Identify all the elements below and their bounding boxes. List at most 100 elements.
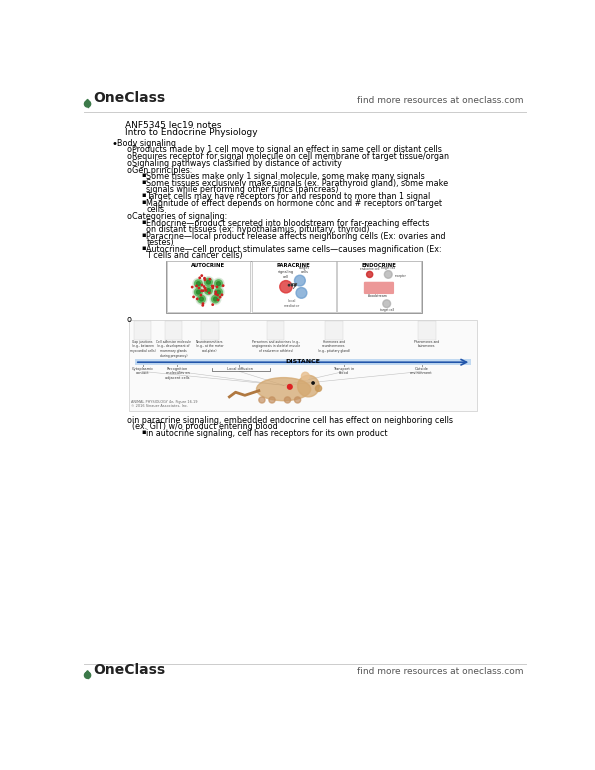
Circle shape: [200, 294, 202, 296]
Circle shape: [198, 287, 200, 289]
Circle shape: [280, 280, 292, 293]
FancyBboxPatch shape: [202, 321, 218, 340]
Text: Gap junctions
(e.g., between
myocardial cells): Gap junctions (e.g., between myocardial …: [130, 340, 155, 353]
Circle shape: [206, 289, 211, 293]
Circle shape: [196, 290, 201, 294]
Text: AUTOCRINE: AUTOCRINE: [192, 263, 226, 268]
Circle shape: [215, 291, 217, 293]
Text: ANF5345 lec19 notes: ANF5345 lec19 notes: [125, 121, 221, 130]
Text: receptor: receptor: [394, 274, 406, 278]
Text: Intro to Endocrine Physiology: Intro to Endocrine Physiology: [125, 128, 258, 137]
Circle shape: [196, 282, 201, 286]
Circle shape: [298, 375, 320, 397]
Text: testes): testes): [146, 238, 174, 246]
Text: find more resources at oneclass.com: find more resources at oneclass.com: [358, 95, 524, 105]
Circle shape: [202, 305, 203, 306]
Circle shape: [289, 284, 290, 286]
FancyBboxPatch shape: [418, 321, 436, 340]
Text: Neurotransmitters
(e.g., at the motor
end-plate): Neurotransmitters (e.g., at the motor en…: [196, 340, 224, 353]
Text: cells: cells: [146, 205, 165, 214]
Text: (ex. GIT) w/o product entering blood: (ex. GIT) w/o product entering blood: [133, 422, 278, 431]
Text: Target cells may have receptors for and respond to more than 1 signal: Target cells may have receptors for and …: [146, 192, 431, 201]
Circle shape: [212, 295, 220, 303]
Circle shape: [204, 277, 205, 279]
Circle shape: [212, 304, 214, 306]
Text: Autocrine—cell product stimulates same cells—causes magnification (Ex:: Autocrine—cell product stimulates same c…: [146, 245, 442, 253]
Circle shape: [193, 278, 204, 289]
Text: o: o: [126, 212, 131, 221]
Text: o: o: [126, 146, 131, 154]
Text: Pheromones and
kairomones: Pheromones and kairomones: [415, 340, 440, 349]
Circle shape: [205, 290, 206, 291]
Circle shape: [213, 278, 224, 289]
Circle shape: [195, 288, 202, 296]
Circle shape: [221, 294, 223, 296]
Circle shape: [214, 297, 217, 301]
Circle shape: [292, 284, 293, 286]
Text: Signaling pathways classified by distance of activity: Signaling pathways classified by distanc…: [133, 159, 342, 168]
Circle shape: [315, 385, 322, 391]
Circle shape: [217, 290, 221, 294]
Circle shape: [196, 293, 207, 304]
Text: Outside
environment: Outside environment: [410, 367, 433, 376]
Circle shape: [220, 296, 221, 298]
Text: DISTANCE: DISTANCE: [286, 360, 321, 364]
Text: target
cells: target cells: [299, 266, 310, 274]
Circle shape: [196, 285, 198, 286]
Circle shape: [193, 296, 195, 297]
Text: ANIMAL PHYSIOLOGY 4e, Figure 16.19
© 2016 Sinauer Associates, Inc.: ANIMAL PHYSIOLOGY 4e, Figure 16.19 © 201…: [131, 400, 198, 408]
Circle shape: [215, 288, 223, 296]
Circle shape: [205, 288, 206, 289]
FancyBboxPatch shape: [267, 321, 284, 340]
Circle shape: [295, 275, 305, 286]
Circle shape: [202, 290, 204, 291]
Text: Products made by 1 cell move to signal an effect in same cell or distant cells: Products made by 1 cell move to signal a…: [133, 146, 442, 154]
Circle shape: [196, 298, 198, 300]
FancyBboxPatch shape: [325, 321, 343, 340]
Circle shape: [202, 303, 203, 304]
Polygon shape: [85, 99, 90, 102]
Circle shape: [84, 101, 90, 107]
Circle shape: [259, 397, 265, 403]
Text: o: o: [126, 166, 131, 175]
Text: ▪: ▪: [141, 192, 146, 198]
Text: ▪: ▪: [141, 232, 146, 238]
Text: Some tissues exclusively make signals (ex. Parathyroid gland), some make: Some tissues exclusively make signals (e…: [146, 179, 449, 188]
Text: endocrine cell: endocrine cell: [360, 266, 380, 270]
Circle shape: [203, 285, 214, 296]
Circle shape: [269, 397, 275, 403]
Text: ▪: ▪: [141, 179, 146, 186]
Text: ▪: ▪: [141, 199, 146, 205]
Text: PARACRINE: PARACRINE: [277, 263, 311, 268]
Circle shape: [312, 382, 314, 384]
Circle shape: [201, 284, 203, 286]
Circle shape: [367, 271, 372, 277]
Text: Paracrine—local product release affects neighboring cells (Ex: ovaries and: Paracrine—local product release affects …: [146, 232, 446, 240]
Circle shape: [296, 287, 307, 298]
Circle shape: [284, 397, 290, 403]
Text: Categories of signaling:: Categories of signaling:: [133, 212, 228, 221]
Circle shape: [203, 286, 205, 287]
Text: ▪: ▪: [141, 429, 146, 435]
FancyBboxPatch shape: [337, 261, 421, 312]
Circle shape: [217, 282, 221, 286]
Circle shape: [212, 287, 214, 289]
Text: o: o: [126, 152, 131, 161]
Circle shape: [295, 397, 300, 403]
Circle shape: [287, 384, 292, 389]
Circle shape: [295, 284, 296, 286]
Circle shape: [213, 286, 224, 297]
Text: bloodstream: bloodstream: [368, 294, 387, 299]
Circle shape: [217, 294, 218, 296]
Circle shape: [201, 290, 202, 292]
Text: •: •: [112, 139, 118, 149]
Text: Requires receptor for signal molecule on cell membrane of target tissue/organ: Requires receptor for signal molecule on…: [133, 152, 449, 161]
Text: ▪: ▪: [141, 172, 146, 179]
Text: Endocrine—product secreted into bloodstream for far-reaching effects: Endocrine—product secreted into bloodstr…: [146, 219, 430, 228]
Circle shape: [203, 276, 214, 287]
Text: Some tissues make only 1 signal molecule, some make many signals: Some tissues make only 1 signal molecule…: [146, 172, 425, 182]
FancyBboxPatch shape: [252, 261, 336, 312]
Text: ▪: ▪: [141, 219, 146, 225]
Circle shape: [210, 293, 221, 304]
Polygon shape: [85, 671, 90, 674]
